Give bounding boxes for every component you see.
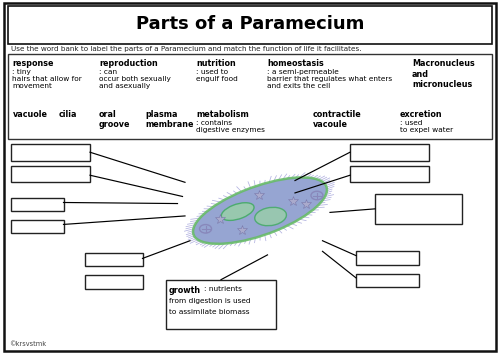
Text: plasma
membrane: plasma membrane [145,110,194,129]
FancyBboxPatch shape [350,144,429,161]
Text: response: response [12,59,54,68]
Text: cilia: cilia [59,110,78,119]
Text: growth: growth [169,286,201,295]
Text: Macronucleus
and
micronucleus: Macronucleus and micronucleus [412,59,475,89]
FancyBboxPatch shape [356,274,419,287]
Ellipse shape [254,207,286,226]
Ellipse shape [222,203,254,221]
Text: excretion: excretion [400,110,442,119]
Text: ©krsvstmk: ©krsvstmk [9,341,46,347]
FancyBboxPatch shape [375,194,462,224]
Text: Parts of a Paramecium: Parts of a Paramecium [136,15,364,33]
Text: Use the word bank to label the parts of a Paramecium and match the function of l: Use the word bank to label the parts of … [11,46,362,52]
Text: metabolism: metabolism [196,110,249,119]
FancyBboxPatch shape [11,166,90,182]
Text: homeostasis: homeostasis [267,59,324,68]
Text: : a semi-permeable
barrier that regulates what enters
and exits the cell: : a semi-permeable barrier that regulate… [267,69,392,89]
Text: : used to
engulf food: : used to engulf food [196,69,238,82]
Text: from digestion is used: from digestion is used [169,298,250,304]
Text: contractile
vacoule: contractile vacoule [313,110,362,129]
FancyBboxPatch shape [11,220,64,233]
FancyBboxPatch shape [8,54,492,139]
Text: : can
occur both sexually
and asexually: : can occur both sexually and asexually [99,69,171,89]
FancyBboxPatch shape [85,253,143,266]
Text: reproduction: reproduction [99,59,158,68]
Text: oral
groove: oral groove [99,110,130,129]
Text: vacuole: vacuole [12,110,48,119]
Ellipse shape [193,177,327,244]
FancyBboxPatch shape [356,251,419,264]
Text: : contains
digestive enzymes: : contains digestive enzymes [196,120,265,133]
Text: : tiny
hairs that allow for
movement: : tiny hairs that allow for movement [12,69,82,89]
Text: nutrition: nutrition [196,59,236,68]
FancyBboxPatch shape [11,144,90,161]
FancyBboxPatch shape [8,6,492,44]
Text: : used
to expel water: : used to expel water [400,120,453,133]
Text: to assimilate biomass: to assimilate biomass [169,309,250,315]
FancyBboxPatch shape [4,3,496,351]
FancyBboxPatch shape [11,198,64,211]
FancyBboxPatch shape [85,275,143,289]
Text: : nutrients: : nutrients [204,286,242,292]
FancyBboxPatch shape [166,280,276,329]
FancyBboxPatch shape [350,166,429,182]
